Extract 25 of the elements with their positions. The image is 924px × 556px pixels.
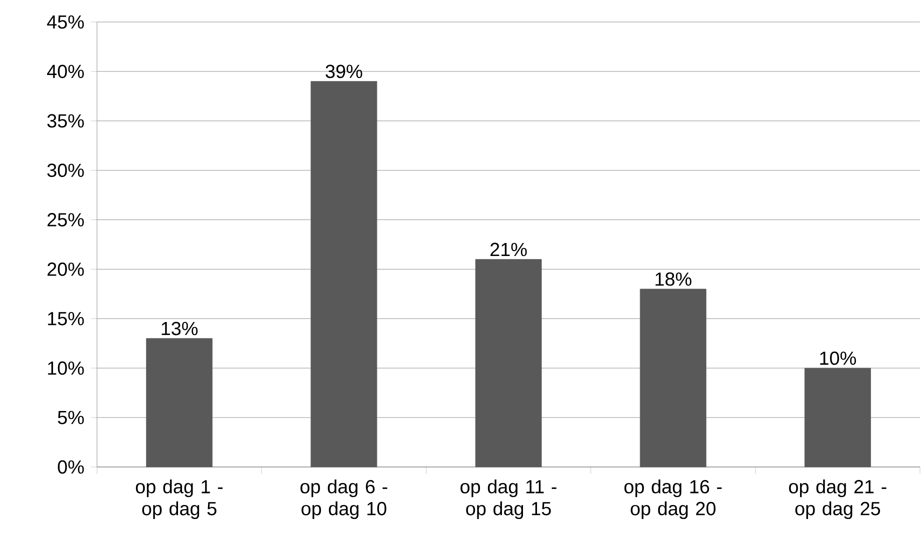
- bar: [804, 368, 871, 468]
- y-tick-label: 10%: [48, 361, 84, 375]
- y-tick-label: 30%: [47, 164, 84, 178]
- y-tick-label: 5%: [58, 410, 84, 424]
- y-tick-label: 15%: [48, 312, 84, 326]
- x-tick-label: op dag 21 - op dag 25: [789, 479, 886, 520]
- bar: [640, 288, 706, 468]
- x-tick-label: op dag 6 - op dag 10: [300, 479, 388, 520]
- x-tick-label: op dag 16 - op dag 20: [624, 479, 722, 520]
- bar: [475, 259, 542, 468]
- y-tick-label: 25%: [48, 213, 84, 226]
- y-tick-label: 20%: [48, 262, 84, 276]
- y-tick-label: 40%: [47, 64, 84, 78]
- data-label: 10%: [820, 351, 856, 365]
- x-tick-label: op dag 11 - op dag 15: [460, 479, 556, 520]
- bar: [310, 81, 378, 468]
- bar: [146, 338, 213, 468]
- data-label: 18%: [656, 272, 692, 286]
- y-tick-label: 0%: [58, 460, 84, 474]
- y-tick-label: 45%: [47, 15, 84, 29]
- data-label: 39%: [326, 64, 362, 78]
- data-label: 21%: [490, 242, 527, 256]
- y-tick-label: 35%: [47, 114, 84, 128]
- x-tick-label: op dag 1 - op dag 5: [136, 479, 223, 520]
- data-label: 13%: [162, 322, 198, 336]
